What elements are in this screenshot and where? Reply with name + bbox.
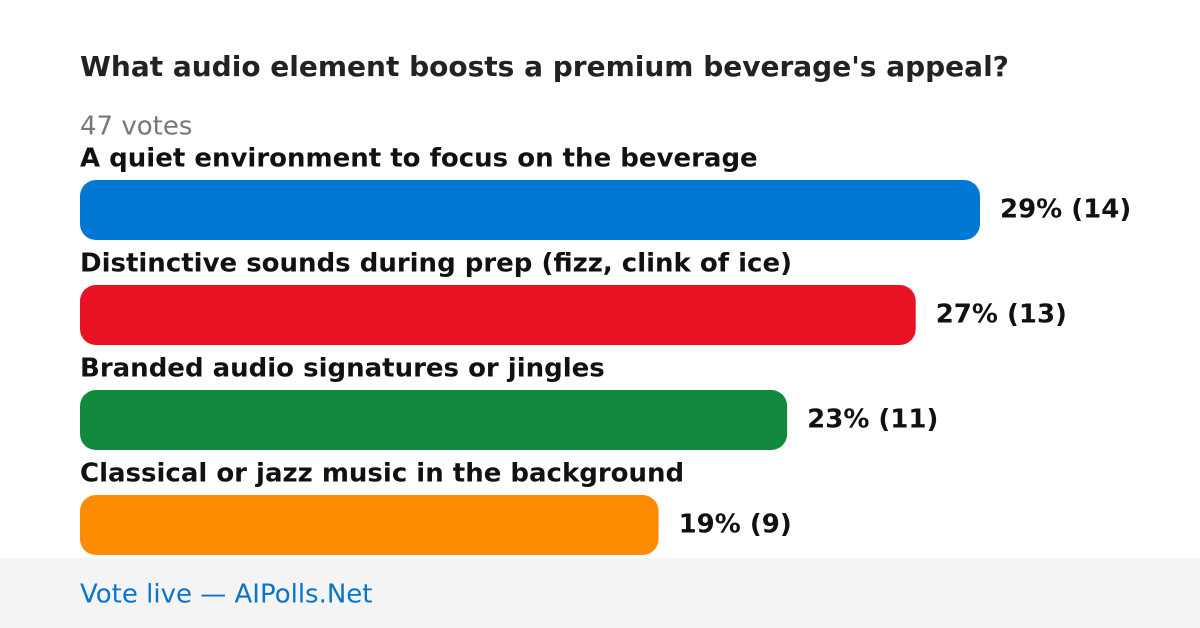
bar — [80, 495, 659, 555]
footer-link[interactable]: Vote live — AIPolls.Net — [80, 580, 373, 610]
option-label: A quiet environment to focus on the beve… — [80, 144, 758, 174]
bar — [80, 180, 980, 240]
chart-title: What audio element boosts a premium beve… — [80, 50, 1009, 83]
value-label: 27% (13) — [936, 300, 1067, 330]
bars: A quiet environment to focus on the beve… — [80, 144, 1131, 555]
value-label: 29% (14) — [1000, 195, 1131, 225]
vote-count: 47 votes — [80, 112, 192, 142]
value-label: 23% (11) — [807, 405, 938, 435]
option-label: Classical or jazz music in the backgroun… — [80, 459, 684, 489]
option-label: Distinctive sounds during prep (fizz, cl… — [80, 249, 792, 279]
value-label: 19% (9) — [679, 510, 792, 540]
bar — [80, 390, 788, 450]
footer-band — [0, 558, 1200, 628]
option-label: Branded audio signatures or jingles — [80, 354, 605, 384]
bar — [80, 285, 916, 345]
